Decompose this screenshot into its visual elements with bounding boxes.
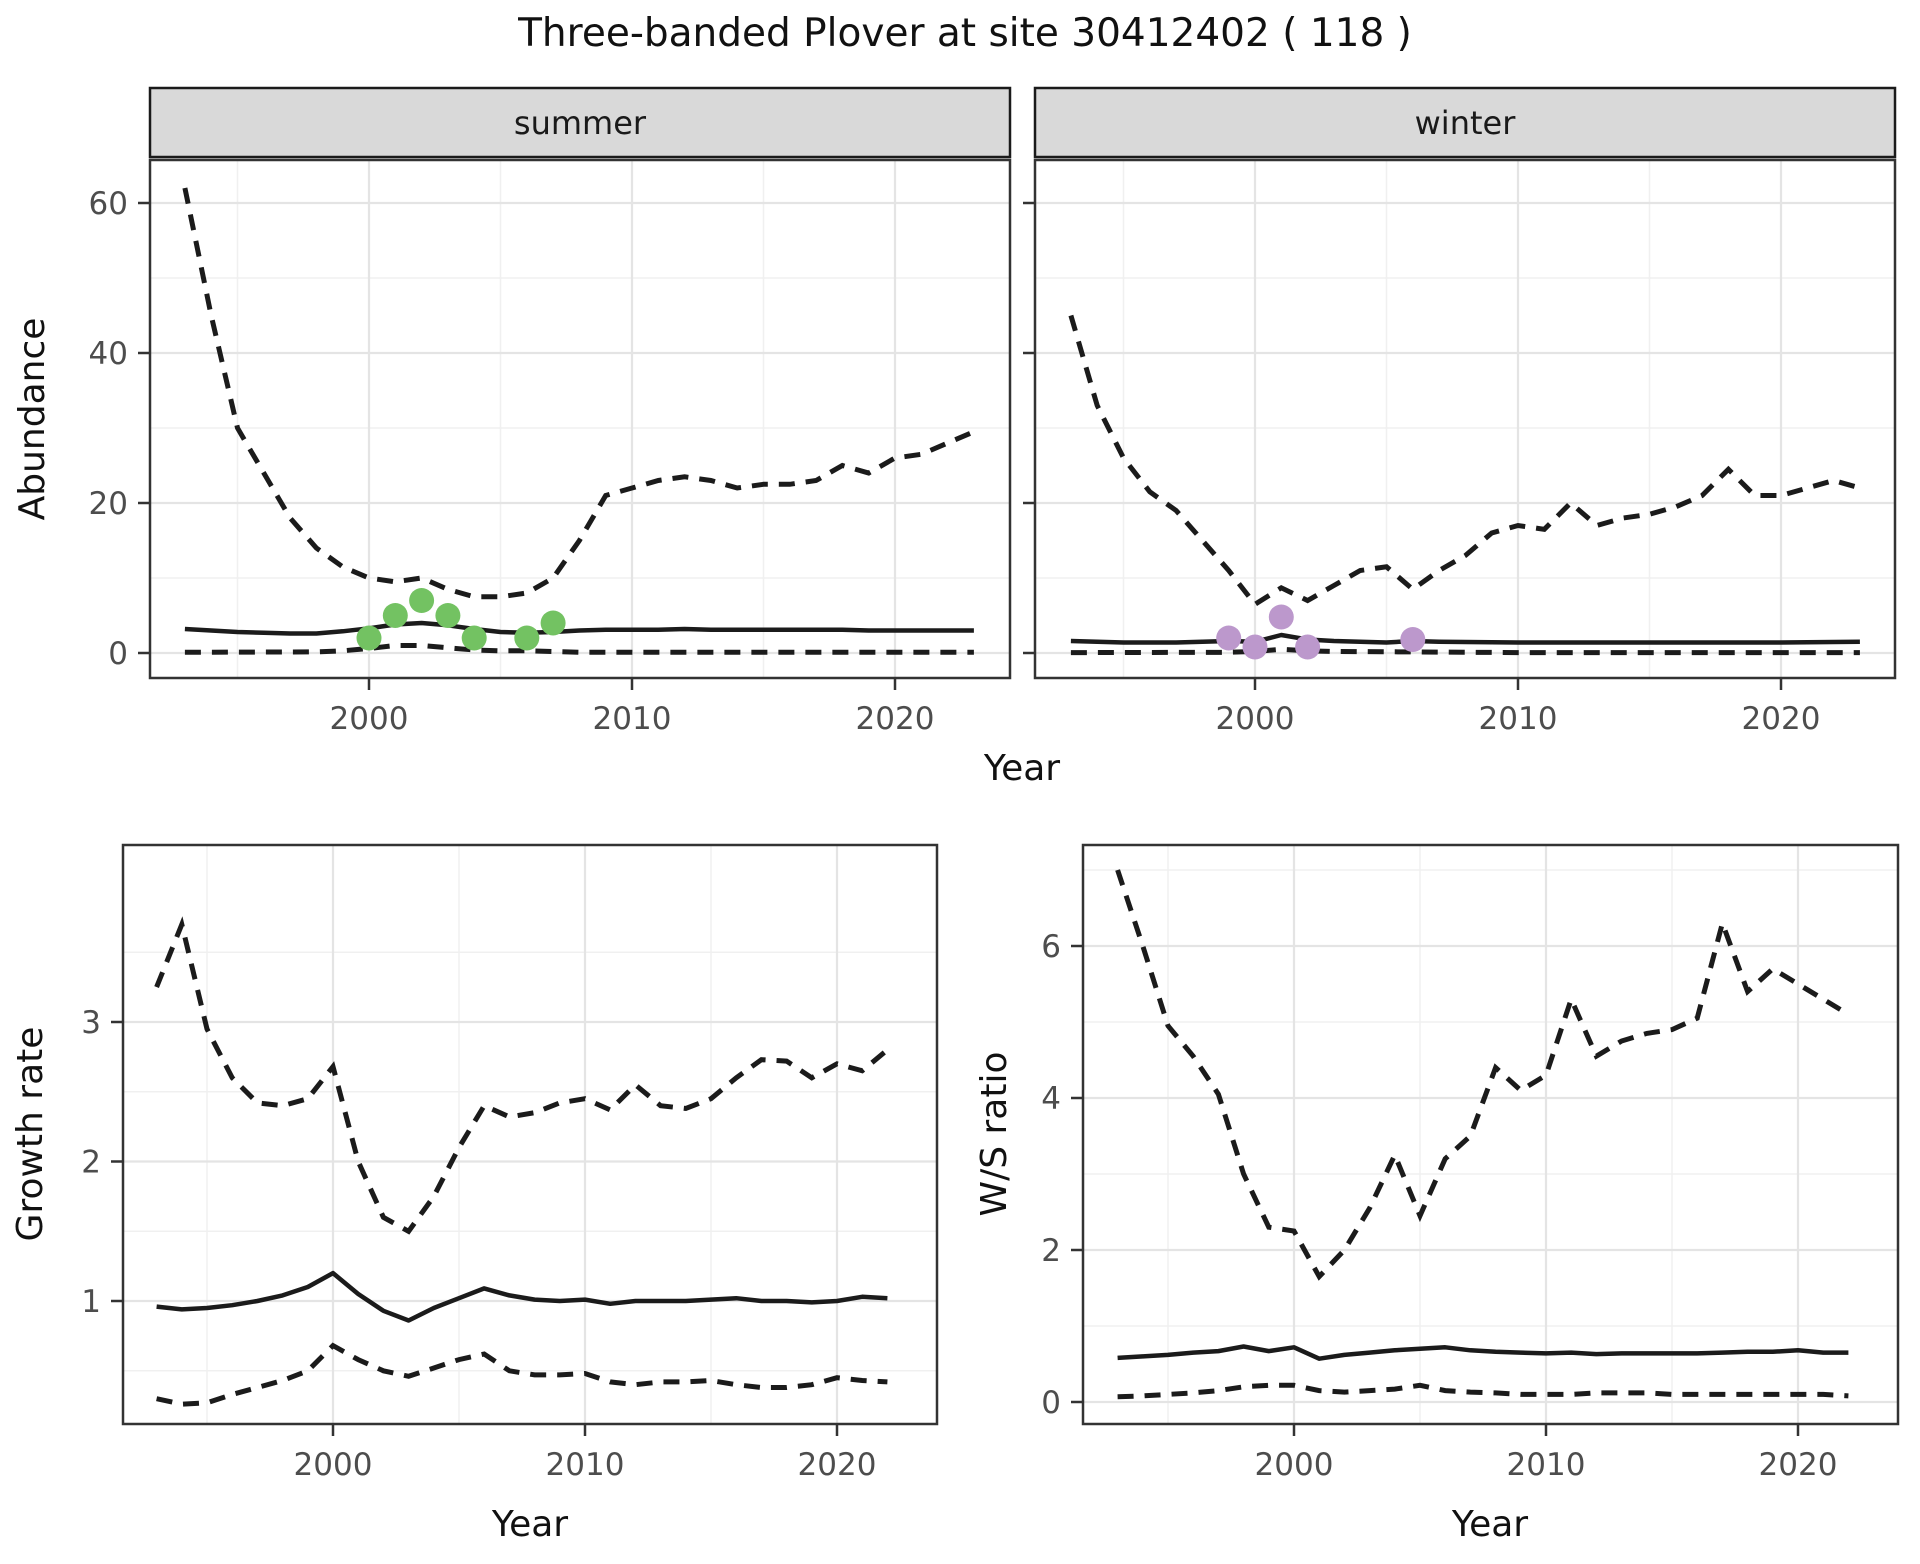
- panel-border-ws-ratio: [1081, 843, 1900, 1426]
- abundance-winter-upper-ci-line: [1068, 314, 1861, 608]
- x-tick-label: 2020: [1742, 701, 1821, 737]
- panel-growth-rate: 2000 2010 2020 1 2 3: [81, 843, 939, 1483]
- abundance-axis-title: Abundance: [12, 318, 53, 521]
- y-tick-label: 4: [1041, 1081, 1061, 1117]
- ws-ratio-axis-title: W/S ratio: [974, 1051, 1015, 1216]
- abundance-summer-observation-point: [409, 588, 435, 613]
- y-tick-label: 20: [89, 486, 128, 522]
- ws-ratio-median-line: [1117, 1344, 1849, 1361]
- abundance-summer-observation-point: [514, 625, 540, 651]
- growth-rate-axis-title: Growth rate: [10, 1027, 51, 1242]
- x-tick-label: 2000: [294, 1447, 373, 1483]
- x-tick-label: 2010: [1479, 701, 1558, 737]
- abundance-winter-observation-point: [1242, 634, 1268, 660]
- panel-bg-abundance-summer: [150, 160, 1010, 678]
- x-tick-label: 2010: [1507, 1447, 1586, 1483]
- abundance-summer-observation-point: [540, 610, 566, 636]
- x-tick-label: 2020: [856, 701, 935, 737]
- x-tick-label: 2010: [593, 701, 672, 737]
- abundance-winter-observation-point: [1295, 634, 1321, 660]
- facet-strip-label-summer: summer: [514, 104, 647, 142]
- facet-strip-label-winter: winter: [1415, 104, 1517, 142]
- panel-ws-ratio: 2000 2010 2020 0 2 4 6: [1041, 843, 1900, 1483]
- abundance-winter-median-line: [1070, 632, 1860, 645]
- panel-border-abundance-winter: [1033, 158, 1897, 680]
- y-tick-label: 0: [108, 636, 128, 672]
- ws-ratio-lower-ci-line: [1117, 1382, 1849, 1400]
- y-tick-label: 2: [81, 1145, 101, 1181]
- panel-border-abundance-summer: [148, 158, 1012, 680]
- panel-abundance-summer: 2000 2010 2020 0 20 40 60: [89, 86, 1012, 737]
- panel-bg-abundance-winter: [1035, 160, 1895, 678]
- ws-ratio-upper-ci-line: [1115, 869, 1850, 1281]
- abundance-summer-observation-point: [356, 625, 382, 651]
- y-tick-label: 60: [89, 186, 128, 222]
- y-tick-label: 6: [1041, 929, 1061, 965]
- abundance-summer-lower-ci-line: [184, 643, 974, 655]
- y-tick-label: 3: [81, 1005, 101, 1041]
- abundance-summer-observation-point: [435, 603, 461, 628]
- abundance-summer-observation-point: [382, 603, 408, 628]
- abundance-summer-median-line: [184, 620, 974, 636]
- abundance-summer-upper-ci-line: [182, 187, 975, 600]
- growth-year-axis-title: Year: [491, 1504, 568, 1545]
- panel-abundance-winter: 2000 2010 2020: [1023, 86, 1897, 737]
- panel-border-growth-rate: [121, 843, 939, 1426]
- x-tick-label: 2020: [1759, 1447, 1838, 1483]
- y-tick-label: 40: [89, 336, 128, 372]
- abundance-winter-observation-point: [1400, 627, 1426, 652]
- y-tick-label: 1: [81, 1284, 101, 1320]
- growth-rate-upper-ci-line: [154, 916, 889, 1235]
- facet-strip-summer: [148, 86, 1012, 159]
- abundance-winter-lower-ci-line: [1070, 646, 1860, 656]
- growth-rate-median-line: [156, 1270, 888, 1323]
- x-tick-label: 2000: [330, 701, 409, 737]
- abundance-summer-observation-point: [461, 625, 487, 651]
- panel-bg-growth-rate: [123, 845, 937, 1424]
- y-tick-label: 2: [1041, 1233, 1061, 1269]
- panel-bg-ws-ratio: [1083, 845, 1898, 1424]
- abundance-winter-observation-point: [1216, 625, 1242, 651]
- x-tick-label: 2020: [798, 1447, 877, 1483]
- y-tick-label: 0: [1041, 1385, 1061, 1421]
- ws-year-axis-title: Year: [1451, 1504, 1528, 1545]
- plot-title: Three-banded Plover at site 30412402 ( 1…: [517, 11, 1412, 56]
- x-tick-label: 2010: [546, 1447, 625, 1483]
- abundance-winter-observation-point: [1268, 604, 1294, 630]
- x-tick-label: 2000: [1216, 701, 1295, 737]
- x-tick-label: 2000: [1255, 1447, 1334, 1483]
- facet-strip-winter: [1033, 86, 1897, 159]
- top-row-year-axis-title: Year: [983, 748, 1060, 789]
